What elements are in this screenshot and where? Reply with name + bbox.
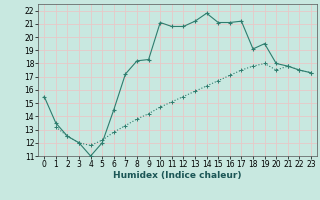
X-axis label: Humidex (Indice chaleur): Humidex (Indice chaleur)	[113, 171, 242, 180]
